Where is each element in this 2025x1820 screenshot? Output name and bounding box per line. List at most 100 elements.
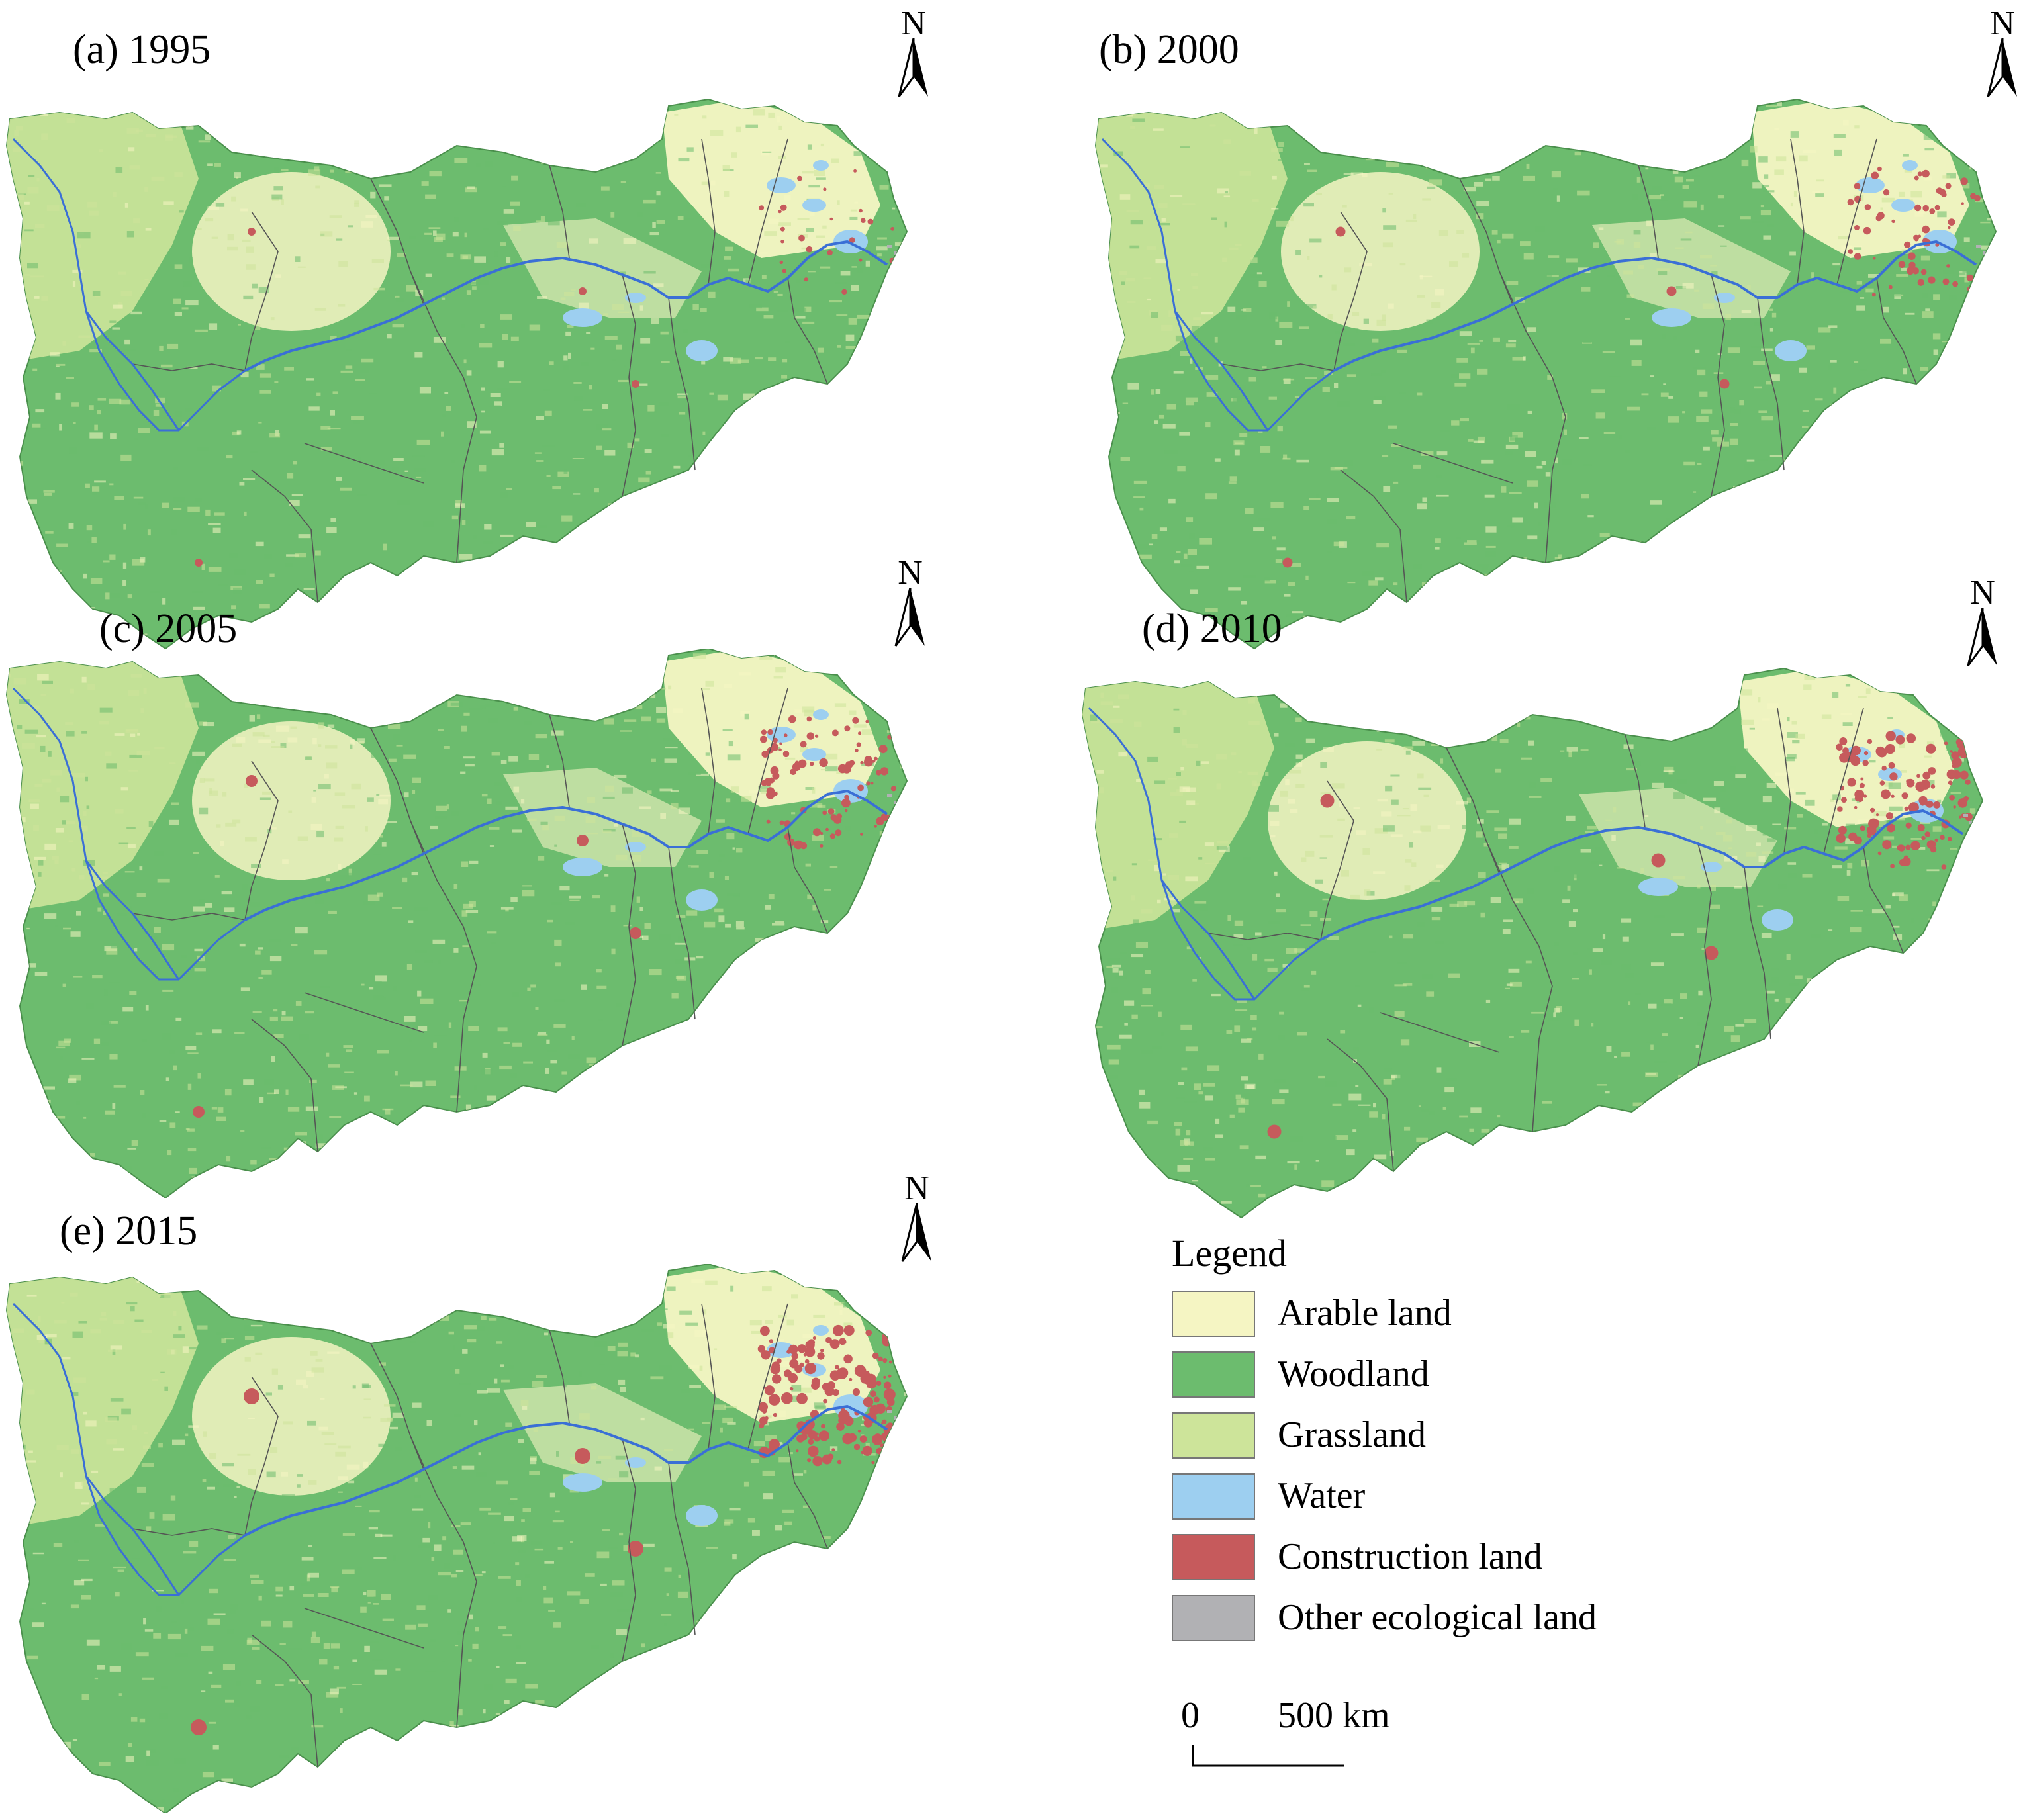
other-land-patch — [894, 304, 899, 308]
city — [579, 287, 587, 295]
construction-patch — [867, 1385, 869, 1388]
city — [632, 380, 639, 388]
construction-patch — [820, 1349, 824, 1353]
construction-patch — [1889, 285, 1893, 289]
construction-patch — [808, 1446, 819, 1457]
construction-patch — [808, 1430, 818, 1439]
construction-patch — [879, 745, 888, 753]
construction-patch — [878, 1357, 882, 1361]
legend-label: Water — [1278, 1475, 1365, 1517]
legend-swatch — [1172, 1473, 1255, 1520]
other-land-patch — [887, 847, 892, 850]
other-land-patch — [1976, 298, 1981, 301]
construction-patch — [812, 1456, 822, 1466]
construction-patch — [1947, 770, 1957, 780]
city — [191, 1719, 207, 1735]
construction-patch — [771, 766, 779, 775]
construction-patch — [807, 717, 812, 722]
construction-patch — [765, 1385, 775, 1395]
construction-patch — [1850, 756, 1860, 766]
construction-patch — [831, 814, 837, 821]
construction-patch — [778, 210, 781, 213]
other-land-patch — [1983, 304, 1988, 308]
lake — [813, 1325, 829, 1336]
construction-patch — [1935, 205, 1940, 210]
city — [1321, 794, 1335, 808]
construction-patch — [844, 1325, 855, 1336]
construction-patch — [1880, 780, 1885, 786]
construction-patch — [833, 1325, 844, 1336]
construction-patch — [852, 717, 859, 724]
other-land-patch — [887, 1410, 892, 1413]
construction-patch — [855, 749, 859, 752]
construction-patch — [806, 246, 813, 253]
construction-patch — [1886, 731, 1896, 741]
land-use-map — [0, 1264, 947, 1813]
construction-patch — [1940, 835, 1945, 840]
construction-patch — [767, 787, 775, 795]
construction-patch — [1946, 264, 1950, 268]
other-land-patch — [894, 331, 899, 334]
construction-patch — [1933, 801, 1940, 809]
construction-patch — [854, 1444, 860, 1450]
construction-patch — [1863, 794, 1867, 797]
construction-patch — [1928, 767, 1936, 775]
construction-patch — [841, 289, 847, 295]
other-land-patch — [1983, 834, 1988, 837]
construction-patch — [1876, 747, 1885, 756]
map-panel-b: (b) 2000 N — [1089, 7, 2025, 655]
north-arrow-label: N — [887, 7, 940, 41]
other-land-patch — [887, 1436, 892, 1439]
construction-patch — [1869, 830, 1875, 835]
arable-sichuan-basin — [192, 721, 391, 880]
city — [248, 228, 256, 236]
construction-patch — [1854, 183, 1861, 189]
other-land-patch — [907, 841, 912, 844]
construction-patch — [1848, 199, 1854, 206]
lake — [1638, 878, 1678, 896]
construction-patch — [1868, 819, 1879, 829]
other-land-patch — [1989, 285, 1995, 288]
construction-patch — [832, 729, 839, 736]
construction-patch — [796, 1393, 808, 1404]
construction-patch — [857, 784, 864, 791]
construction-patch — [880, 767, 888, 775]
construction-patch — [890, 286, 894, 289]
other-land-patch — [1989, 311, 1995, 314]
panel-title: (b) 2000 — [1099, 26, 1239, 73]
other-land-patch — [907, 318, 912, 321]
construction-patch — [780, 227, 785, 232]
construction-patch — [822, 1383, 830, 1390]
construction-patch — [853, 169, 857, 173]
lake — [686, 889, 718, 911]
arable-sichuan-basin — [192, 1337, 391, 1496]
construction-patch — [1960, 771, 1969, 780]
construction-patch — [860, 761, 863, 764]
construction-patch — [800, 1433, 808, 1441]
construction-patch — [1885, 744, 1895, 754]
other-land-patch — [1976, 245, 1981, 248]
construction-patch — [1837, 806, 1843, 812]
construction-patch — [1921, 269, 1927, 275]
construction-patch — [863, 1397, 873, 1407]
construction-patch — [888, 822, 896, 831]
lake — [1652, 308, 1691, 327]
construction-patch — [1929, 208, 1935, 214]
construction-patch — [872, 1435, 876, 1439]
construction-patch — [1865, 204, 1871, 210]
construction-patch — [1889, 772, 1897, 780]
construction-patch — [836, 1422, 845, 1431]
city — [575, 1448, 590, 1464]
construction-patch — [1899, 261, 1906, 269]
lake — [767, 177, 796, 193]
legend-item: Other ecological land — [1172, 1595, 1754, 1645]
construction-patch — [876, 770, 881, 775]
other-land-patch — [900, 887, 906, 890]
construction-patch — [1891, 220, 1895, 223]
other-land-patch — [1963, 867, 1968, 870]
other-land-patch — [887, 874, 892, 877]
construction-patch — [1916, 774, 1920, 778]
construction-patch — [871, 782, 873, 784]
north-arrow-label: N — [890, 1171, 943, 1206]
other-land-patch — [1976, 907, 1981, 910]
